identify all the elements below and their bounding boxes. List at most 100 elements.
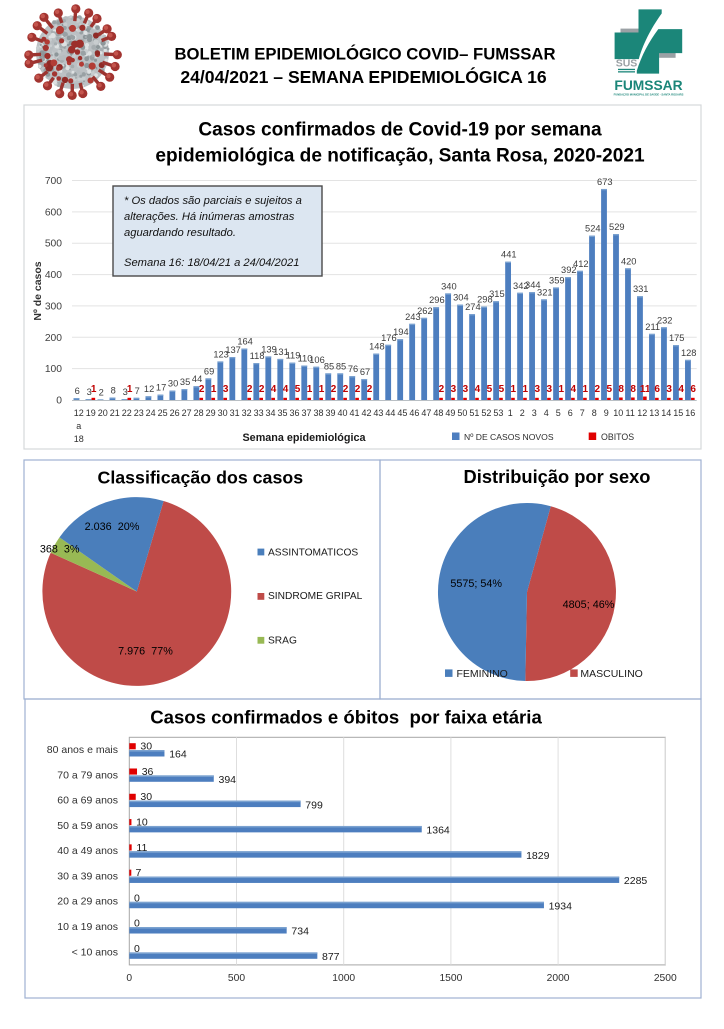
svg-text:5: 5 [295, 384, 301, 395]
svg-text:Classificação dos casos: Classificação dos casos [98, 468, 304, 488]
svg-text:2: 2 [259, 384, 265, 395]
svg-text:SUS: SUS [616, 58, 638, 70]
svg-text:18: 18 [74, 434, 84, 444]
svg-text:232: 232 [657, 315, 673, 325]
svg-text:Semana epidemiológica: Semana epidemiológica [242, 432, 366, 444]
svg-text:4: 4 [678, 384, 684, 395]
svg-text:7: 7 [135, 386, 140, 396]
svg-text:1: 1 [523, 384, 529, 395]
svg-text:296: 296 [429, 295, 445, 305]
svg-text:441: 441 [501, 250, 517, 260]
svg-text:16: 16 [685, 408, 695, 418]
svg-text:2: 2 [520, 408, 525, 418]
svg-text:4: 4 [283, 384, 289, 395]
svg-text:36: 36 [289, 408, 299, 418]
svg-text:2: 2 [355, 384, 361, 395]
svg-text:4: 4 [475, 384, 481, 395]
svg-text:SINDROME GRIPAL: SINDROME GRIPAL [268, 591, 363, 602]
svg-text:175: 175 [669, 333, 685, 343]
svg-text:12: 12 [144, 384, 154, 394]
svg-text:1829: 1829 [526, 850, 550, 862]
svg-text:13: 13 [649, 408, 659, 418]
svg-text:394: 394 [219, 774, 237, 786]
svg-text:43: 43 [373, 408, 383, 418]
svg-text:6: 6 [75, 386, 80, 396]
svg-text:5: 5 [499, 384, 505, 395]
svg-text:30: 30 [168, 379, 178, 389]
svg-text:23: 23 [134, 408, 144, 418]
svg-text:1: 1 [583, 384, 589, 395]
svg-text:80 anos e mais: 80 anos e mais [47, 744, 118, 756]
svg-text:35: 35 [180, 377, 190, 387]
svg-text:3: 3 [463, 384, 469, 395]
svg-text:35: 35 [277, 408, 287, 418]
svg-text:a: a [76, 421, 81, 431]
svg-text:799: 799 [305, 799, 323, 811]
svg-text:45: 45 [397, 408, 407, 418]
svg-text:600: 600 [45, 207, 62, 218]
svg-text:148: 148 [369, 342, 385, 352]
svg-text:FEMININO: FEMININO [457, 668, 508, 680]
svg-text:38: 38 [313, 408, 323, 418]
svg-text:500: 500 [45, 239, 62, 250]
svg-text:200: 200 [45, 333, 62, 344]
svg-text:1934: 1934 [549, 900, 573, 912]
svg-text:529: 529 [609, 222, 625, 232]
svg-text:2: 2 [439, 384, 445, 395]
svg-text:1: 1 [127, 384, 133, 395]
svg-text:33: 33 [254, 408, 264, 418]
svg-text:3: 3 [666, 384, 672, 395]
svg-text:26: 26 [170, 408, 180, 418]
svg-text:10 a 19 anos: 10 a 19 anos [57, 921, 118, 933]
svg-text:3: 3 [223, 384, 229, 395]
svg-text:5: 5 [487, 384, 493, 395]
svg-text:321: 321 [537, 287, 553, 297]
svg-text:1500: 1500 [439, 973, 462, 984]
svg-text:aguardando resultado.: aguardando resultado. [124, 227, 236, 239]
svg-text:53: 53 [493, 408, 503, 418]
svg-text:400: 400 [45, 270, 62, 281]
svg-text:194: 194 [393, 327, 409, 337]
svg-text:60 a 69 anos: 60 a 69 anos [57, 795, 118, 807]
svg-text:FUMSSAR: FUMSSAR [614, 78, 682, 93]
svg-text:1: 1 [211, 384, 217, 395]
svg-text:MASCULINO: MASCULINO [580, 668, 642, 680]
svg-text:2500: 2500 [654, 973, 677, 984]
svg-text:28: 28 [194, 408, 204, 418]
svg-text:1: 1 [511, 384, 517, 395]
svg-text:Nº de casos: Nº de casos [32, 261, 44, 320]
svg-text:19: 19 [86, 408, 96, 418]
svg-text:2: 2 [331, 384, 337, 395]
svg-text:1: 1 [508, 408, 513, 418]
svg-text:2285: 2285 [624, 875, 648, 887]
svg-text:340: 340 [441, 281, 457, 291]
svg-text:ASSINTOMATICOS: ASSINTOMATICOS [268, 547, 358, 558]
svg-text:40: 40 [337, 408, 347, 418]
svg-text:25: 25 [158, 408, 168, 418]
svg-text:262: 262 [417, 306, 433, 316]
svg-text:41: 41 [349, 408, 359, 418]
svg-text:315: 315 [489, 289, 505, 299]
svg-text:1: 1 [319, 384, 325, 395]
svg-text:17: 17 [156, 383, 166, 393]
svg-text:1: 1 [307, 384, 313, 395]
svg-text:2.036 20%: 2.036 20% [85, 521, 140, 533]
svg-text:85: 85 [324, 361, 334, 371]
svg-text:8: 8 [618, 384, 624, 395]
svg-text:30 a 39 anos: 30 a 39 anos [57, 870, 118, 882]
svg-text:15: 15 [673, 408, 683, 418]
svg-text:7.976 77%: 7.976 77% [118, 646, 173, 658]
svg-text:70 a 79 anos: 70 a 79 anos [57, 769, 118, 781]
svg-text:< 10 anos: < 10 anos [72, 946, 118, 958]
svg-text:10: 10 [613, 408, 623, 418]
svg-text:128: 128 [681, 348, 697, 358]
svg-text:100: 100 [45, 364, 62, 375]
svg-text:1: 1 [91, 384, 97, 395]
svg-text:42: 42 [361, 408, 371, 418]
svg-text:673: 673 [597, 177, 613, 187]
svg-text:Semana 16: 18/04/21 a 24/04/20: Semana 16: 18/04/21 a 24/04/2021 [124, 257, 299, 269]
svg-text:4805; 46%: 4805; 46% [563, 599, 615, 611]
svg-text:49: 49 [445, 408, 455, 418]
svg-text:40 a 49 anos: 40 a 49 anos [57, 845, 118, 857]
svg-text:48: 48 [433, 408, 443, 418]
